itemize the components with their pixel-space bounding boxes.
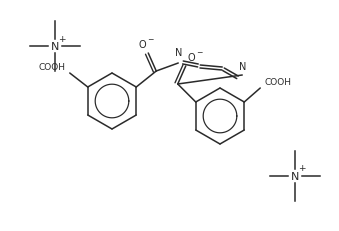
Text: O: O	[138, 40, 146, 50]
Text: N: N	[51, 42, 59, 52]
Text: N: N	[175, 48, 182, 58]
Text: COOH: COOH	[264, 78, 291, 87]
Text: N: N	[291, 171, 299, 181]
Text: −: −	[197, 48, 203, 57]
Text: +: +	[298, 164, 306, 173]
Text: +: +	[58, 34, 66, 43]
Text: −: −	[147, 35, 154, 44]
Text: COOH: COOH	[39, 63, 66, 72]
Text: N: N	[239, 62, 246, 72]
Text: O: O	[188, 53, 196, 63]
